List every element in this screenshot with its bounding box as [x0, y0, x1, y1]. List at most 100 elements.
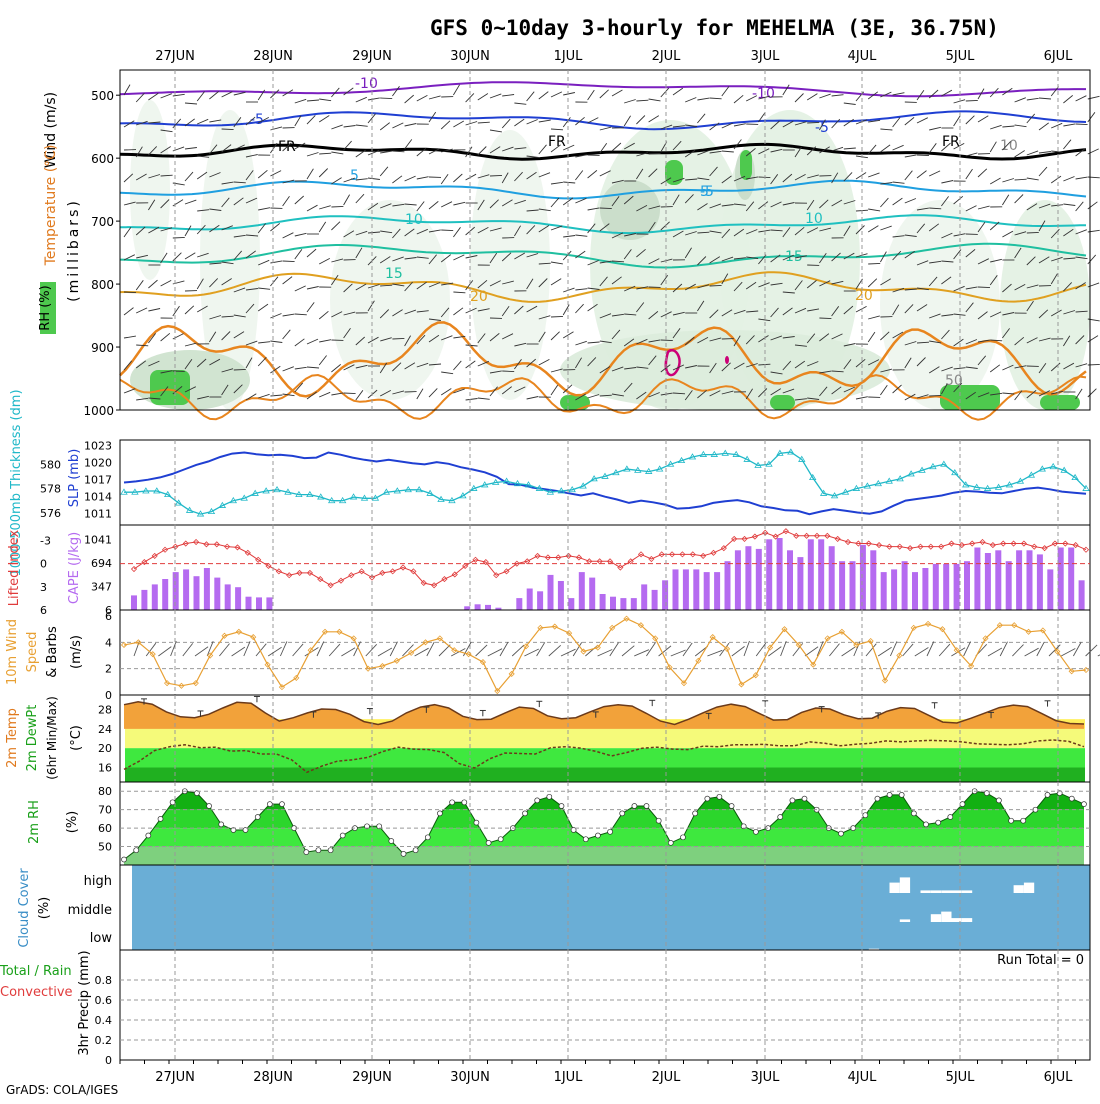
- precip-frame: [120, 950, 1090, 1060]
- cape-bar: [974, 548, 980, 611]
- rh-shading: [880, 200, 1000, 410]
- surface-wind-barb: [659, 646, 671, 656]
- cape-bar: [152, 584, 158, 610]
- cape-bar: [1006, 561, 1012, 610]
- wind-barb: [234, 369, 246, 370]
- rh-marker: [170, 800, 175, 805]
- rh-marker: [729, 804, 734, 809]
- contour-label: 10: [805, 211, 823, 227]
- slp-tick-label: 1023: [84, 440, 112, 453]
- date-label-top: 27JUN: [155, 49, 195, 64]
- surface-wind-barb: [195, 647, 208, 656]
- date-label-top: 4JUL: [848, 49, 878, 64]
- cloud-bar: [941, 912, 951, 922]
- surface-wind-barb: [756, 643, 766, 656]
- rh-marker: [280, 802, 285, 807]
- temp2m-tick-label: 24: [98, 723, 112, 736]
- date-label-bottom: 28JUN: [253, 1070, 293, 1085]
- wind10m-tick-label: 2: [105, 663, 112, 676]
- cape-bar: [902, 561, 908, 610]
- temp2m-ylabel-units: (°C): [69, 725, 84, 751]
- temp2m-tick-label: 20: [98, 742, 112, 755]
- cape-bar: [797, 557, 803, 610]
- wind10m-ylabel-a: 10m Wind: [5, 619, 20, 685]
- cape-bar: [579, 572, 585, 610]
- rh-marker: [1069, 796, 1074, 801]
- rh2m-ylabel: 2m RH: [27, 800, 42, 844]
- date-label-bottom: 6JUL: [1044, 1070, 1074, 1085]
- rh2m-tick-label: 70: [98, 804, 112, 817]
- cape-bar: [891, 569, 897, 610]
- rh-band: [120, 847, 1090, 865]
- rh-marker: [498, 837, 503, 842]
- pressure-tick-label: 900: [91, 341, 114, 355]
- date-label-bottom: 29JUN: [352, 1070, 392, 1085]
- wind10m-line: [124, 619, 1086, 691]
- thickness-tick-label: 578: [40, 483, 61, 496]
- rh-marker: [595, 833, 600, 838]
- cloud-level-label: low: [90, 931, 113, 946]
- surface-wind-barb: [646, 643, 655, 656]
- wind-barb: [758, 177, 770, 178]
- cloud-bar: [900, 919, 910, 922]
- rh-marker: [839, 831, 844, 836]
- cape-bar: [693, 569, 699, 610]
- surface-wind-barb: [927, 642, 934, 657]
- cape-bar: [881, 572, 887, 610]
- cape-tick-label: 1041: [84, 533, 112, 546]
- temp2m-tick-label: 28: [98, 704, 112, 717]
- pressure-tick-label: 1000: [83, 404, 114, 418]
- cloud-bar: [931, 890, 941, 893]
- date-label-bottom: 27JUN: [155, 1070, 195, 1085]
- slp-tick-label: 1014: [84, 491, 112, 504]
- contour-label: 15: [385, 266, 403, 282]
- cape-tick-label: 347: [91, 581, 112, 594]
- wind-barb: [978, 287, 990, 288]
- rh-marker: [948, 815, 953, 820]
- surface-wind-barb: [244, 641, 250, 656]
- cape-bar: [183, 569, 189, 610]
- date-label-top: 1JUL: [554, 49, 584, 64]
- cape-bar: [204, 568, 210, 610]
- rh-high-shading: [740, 150, 752, 180]
- slp-frame: [120, 440, 1090, 525]
- wind-barb: [929, 395, 941, 396]
- cape-bar: [714, 572, 720, 610]
- rh-marker: [802, 796, 807, 801]
- rh-marker: [620, 811, 625, 816]
- cape-bar: [610, 597, 616, 610]
- rh-marker: [936, 820, 941, 825]
- li-tick-label: -3: [40, 534, 51, 547]
- rh-marker: [924, 822, 929, 827]
- cape-bar: [589, 578, 595, 610]
- cape-bar: [943, 564, 949, 610]
- cape-bar: [673, 569, 679, 610]
- pressure-tick-label: 500: [91, 89, 114, 103]
- surface-wind-barb: [329, 644, 340, 656]
- rh-marker: [474, 820, 479, 825]
- precip-tick-label: 0.6: [95, 994, 113, 1007]
- cape-bar: [225, 584, 231, 610]
- rh-marker: [267, 802, 272, 807]
- wind-barb: [551, 316, 563, 317]
- cape-bar: [662, 580, 668, 610]
- cape-bar: [235, 587, 241, 610]
- surface-wind-barb: [1086, 645, 1098, 656]
- cape-bar: [194, 576, 200, 610]
- cape-bar: [173, 572, 179, 610]
- cape-bar: [631, 598, 637, 610]
- wind-barb: [917, 155, 929, 156]
- cape-bar: [839, 561, 845, 610]
- surface-wind-barb: [183, 643, 193, 656]
- cape-ylabel-cape: CAPE (J/kg): [67, 532, 82, 604]
- rh-marker: [1021, 818, 1026, 823]
- surface-wind-barb: [744, 641, 750, 656]
- temp2m-ylabel-a: 2m Temp: [5, 708, 20, 768]
- cape-bar: [995, 550, 1001, 610]
- wind10m-tick-label: 0: [105, 689, 112, 702]
- wind-barb: [124, 292, 136, 293]
- rh-marker: [523, 811, 528, 816]
- upper-air-ylabel-temp: Temperature (°C): [43, 145, 59, 267]
